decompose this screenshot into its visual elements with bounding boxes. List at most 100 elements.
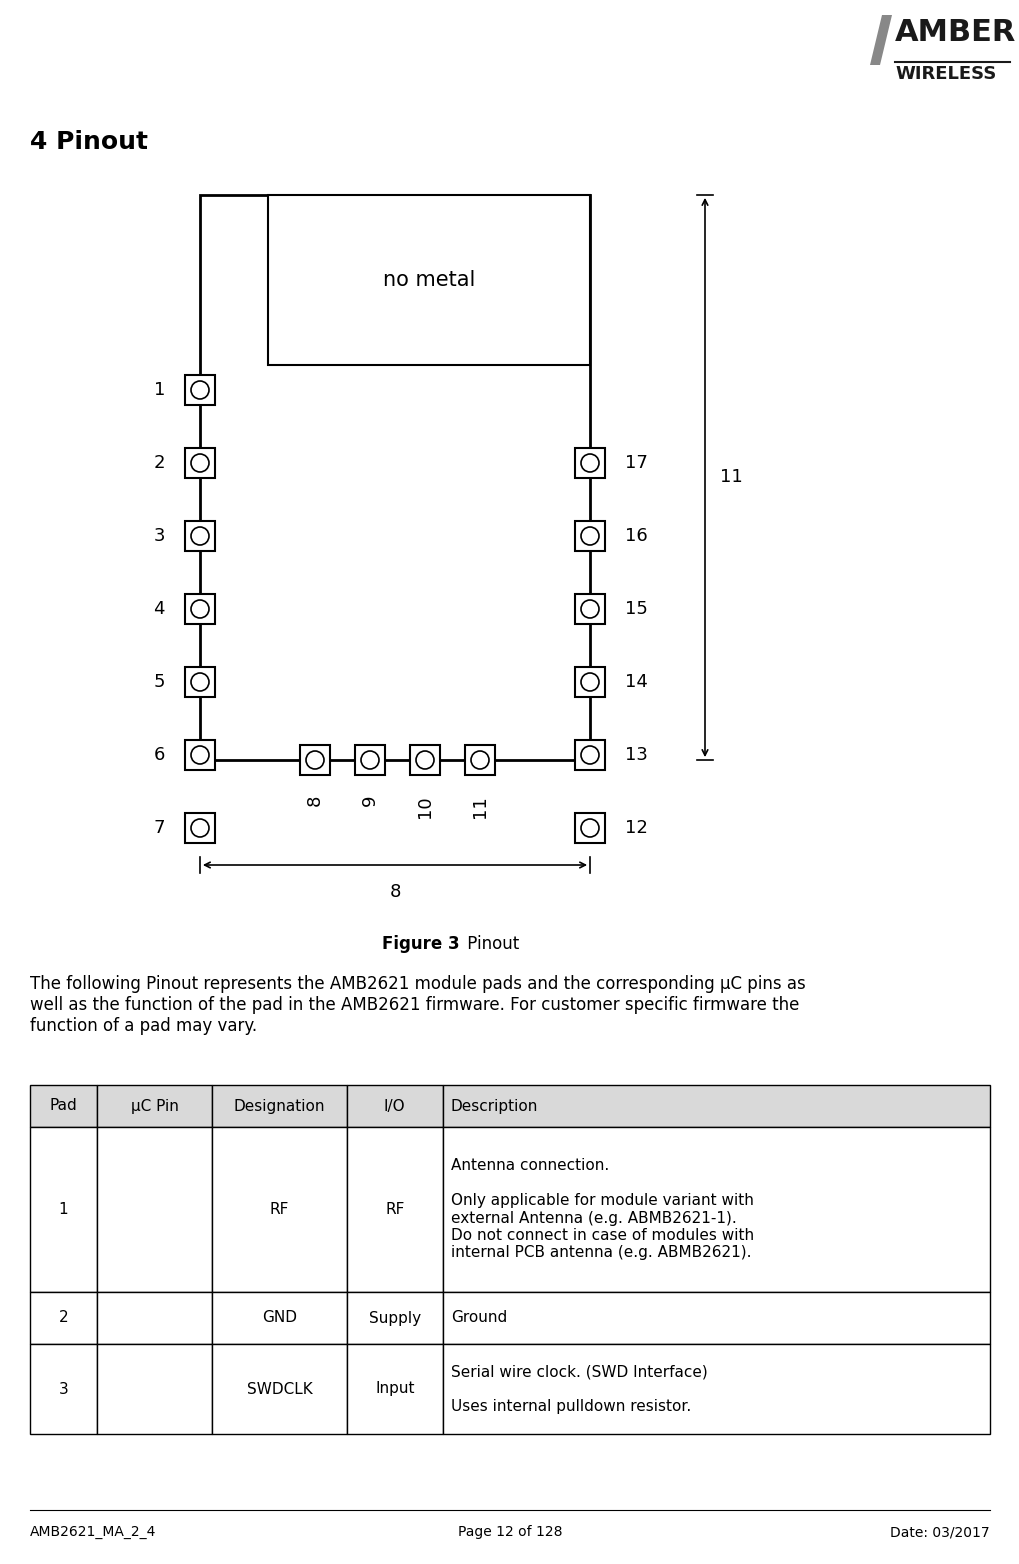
Text: RF: RF bbox=[270, 1203, 289, 1217]
Bar bbox=[442, 1128, 989, 1292]
Bar bbox=[346, 1128, 442, 1292]
Text: 8: 8 bbox=[306, 795, 324, 807]
Text: 1: 1 bbox=[59, 1203, 68, 1217]
Bar bbox=[575, 521, 604, 551]
Bar bbox=[346, 1343, 442, 1434]
Bar bbox=[465, 744, 494, 776]
Text: 12: 12 bbox=[625, 820, 647, 837]
Bar bbox=[30, 1085, 97, 1128]
Circle shape bbox=[581, 527, 598, 544]
Text: Page 12 of 128: Page 12 of 128 bbox=[458, 1525, 561, 1539]
Text: 2: 2 bbox=[59, 1311, 68, 1326]
Text: Ground: Ground bbox=[450, 1311, 506, 1326]
Bar bbox=[30, 1128, 97, 1292]
Text: Antenna connection.

Only applicable for module variant with
external Antenna (e: Antenna connection. Only applicable for … bbox=[450, 1159, 753, 1261]
Polygon shape bbox=[869, 16, 892, 66]
Text: GND: GND bbox=[262, 1311, 297, 1326]
Text: 3: 3 bbox=[59, 1381, 68, 1397]
Bar bbox=[97, 1085, 212, 1128]
Bar bbox=[575, 813, 604, 843]
Bar bbox=[30, 1343, 97, 1434]
Text: 17: 17 bbox=[625, 454, 647, 472]
Bar bbox=[346, 1343, 442, 1434]
Bar bbox=[575, 594, 604, 624]
Text: μC Pin: μC Pin bbox=[130, 1098, 178, 1114]
Circle shape bbox=[191, 454, 209, 472]
Text: 8: 8 bbox=[389, 884, 400, 901]
Bar bbox=[212, 1128, 346, 1292]
Bar bbox=[442, 1085, 989, 1128]
Text: Description: Description bbox=[450, 1098, 538, 1114]
Circle shape bbox=[581, 601, 598, 618]
Bar bbox=[442, 1292, 989, 1343]
Bar bbox=[346, 1292, 442, 1343]
Text: 16: 16 bbox=[625, 527, 647, 544]
Text: 13: 13 bbox=[625, 746, 647, 763]
Circle shape bbox=[191, 673, 209, 691]
Bar bbox=[184, 521, 215, 551]
Bar bbox=[355, 744, 384, 776]
Text: Serial wire clock. (SWD Interface)

Uses internal pulldown resistor.: Serial wire clock. (SWD Interface) Uses … bbox=[450, 1364, 707, 1414]
Text: Date: 03/2017: Date: 03/2017 bbox=[890, 1525, 989, 1539]
Text: Pad: Pad bbox=[50, 1098, 77, 1114]
Bar bbox=[184, 813, 215, 843]
Circle shape bbox=[191, 820, 209, 837]
Text: 3: 3 bbox=[153, 527, 165, 544]
Bar bbox=[346, 1085, 442, 1128]
Text: Input: Input bbox=[375, 1381, 414, 1397]
Text: 6: 6 bbox=[154, 746, 165, 763]
Text: Pinout: Pinout bbox=[462, 935, 519, 952]
Circle shape bbox=[581, 454, 598, 472]
Bar bbox=[200, 196, 589, 760]
Bar bbox=[97, 1128, 212, 1292]
Bar bbox=[442, 1085, 989, 1128]
Circle shape bbox=[191, 746, 209, 763]
Text: 10: 10 bbox=[416, 795, 433, 818]
Bar bbox=[212, 1343, 346, 1434]
Bar bbox=[575, 740, 604, 769]
Text: 11: 11 bbox=[719, 469, 742, 486]
Bar bbox=[212, 1292, 346, 1343]
Bar bbox=[346, 1085, 442, 1128]
Bar bbox=[97, 1128, 212, 1292]
Circle shape bbox=[581, 673, 598, 691]
Text: 4 Pinout: 4 Pinout bbox=[30, 130, 148, 153]
Bar bbox=[30, 1292, 97, 1343]
Circle shape bbox=[191, 382, 209, 399]
Text: 1: 1 bbox=[154, 382, 165, 399]
Bar bbox=[184, 447, 215, 479]
Text: 11: 11 bbox=[471, 795, 488, 818]
Circle shape bbox=[306, 751, 324, 769]
Bar bbox=[97, 1085, 212, 1128]
Text: 7: 7 bbox=[153, 820, 165, 837]
Text: Figure 3: Figure 3 bbox=[382, 935, 460, 952]
Text: RF: RF bbox=[385, 1203, 405, 1217]
Bar bbox=[268, 196, 589, 364]
Bar bbox=[212, 1085, 346, 1128]
Circle shape bbox=[361, 751, 379, 769]
Text: 9: 9 bbox=[361, 795, 379, 807]
Bar bbox=[212, 1085, 346, 1128]
Bar bbox=[30, 1085, 97, 1128]
Circle shape bbox=[416, 751, 433, 769]
Bar bbox=[300, 744, 330, 776]
Text: no metal: no metal bbox=[382, 271, 475, 289]
Text: AMB2621_MA_2_4: AMB2621_MA_2_4 bbox=[30, 1525, 156, 1539]
Text: 15: 15 bbox=[625, 601, 647, 618]
Bar bbox=[442, 1128, 989, 1292]
Bar bbox=[97, 1292, 212, 1343]
Bar bbox=[346, 1128, 442, 1292]
Text: WIRELESS: WIRELESS bbox=[894, 66, 996, 83]
Bar bbox=[184, 740, 215, 769]
Bar bbox=[442, 1292, 989, 1343]
Bar bbox=[30, 1343, 97, 1434]
Text: Supply: Supply bbox=[369, 1311, 421, 1326]
Circle shape bbox=[191, 527, 209, 544]
Circle shape bbox=[581, 746, 598, 763]
Bar bbox=[184, 594, 215, 624]
Bar bbox=[30, 1292, 97, 1343]
Bar bbox=[575, 666, 604, 698]
Bar bbox=[97, 1343, 212, 1434]
Text: 2: 2 bbox=[153, 454, 165, 472]
Circle shape bbox=[191, 601, 209, 618]
